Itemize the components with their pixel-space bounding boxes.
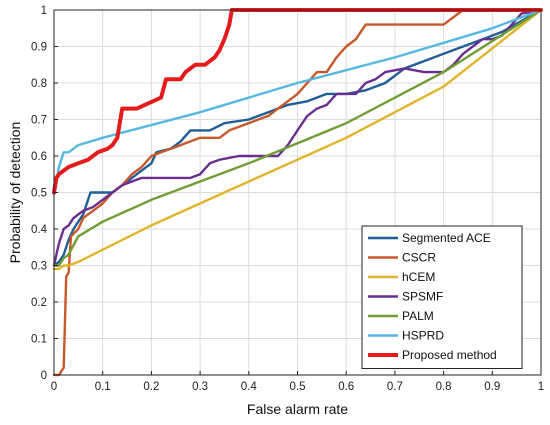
y-tick-label: 0.6 (31, 151, 47, 163)
legend-entry-label: Segmented ACE (402, 231, 491, 245)
x-tick-label: 0.1 (95, 381, 111, 393)
x-axis-title: False alarm rate (247, 401, 348, 417)
y-axis-title: Probability of detection (7, 122, 23, 264)
legend-entry-label: SPSMF (402, 290, 443, 304)
x-tick-label: 0.6 (338, 381, 354, 393)
y-tick-label: 0.1 (31, 334, 47, 346)
y-tick-label: 0.2 (31, 297, 47, 309)
legend-entry-label: PALM (402, 309, 434, 323)
legend: Segmented ACE CSCR hCEM SPSMF PALM HSPRD Propo… (361, 225, 523, 369)
series-line-hcem (52, 8, 543, 271)
x-tick-label: 0.2 (143, 381, 159, 393)
series-line-palm (52, 8, 543, 267)
series-line-proposed-method (52, 8, 543, 195)
y-tick-label: 0.8 (31, 78, 47, 90)
series-line-hsprd (52, 8, 543, 187)
series-line-segmented-ace (52, 8, 543, 267)
tick-layer: 0 0.1 0.2 0.3 0.4 0.5 0.6 0.7 0.8 0.9 1 0 0.1 0.2 0.3 0… (31, 5, 544, 393)
x-tick-label: 0.8 (436, 381, 452, 393)
legend-entry-label: Proposed method (402, 348, 497, 362)
x-tick-label: 0.3 (192, 381, 208, 393)
legend-entry-label: HSPRD (402, 329, 444, 343)
series-line-cscr (52, 8, 543, 377)
y-tick-label: 0.7 (31, 115, 47, 127)
y-tick-label: 0 (41, 370, 47, 382)
x-tick-label: 0 (51, 381, 57, 393)
series-layer (52, 8, 543, 377)
y-tick-label: 0.4 (31, 224, 48, 236)
y-tick-label: 1 (41, 5, 47, 17)
x-tick-label: 1 (538, 381, 544, 393)
legend-entry-label: hCEM (402, 270, 435, 284)
legend-entry-label: CSCR (402, 251, 436, 265)
x-tick-label: 0.4 (241, 381, 258, 393)
series-line-spsmf (52, 8, 543, 267)
y-tick-label: 0.9 (31, 42, 47, 54)
x-tick-label: 0.7 (387, 381, 403, 393)
y-tick-label: 0.3 (31, 261, 47, 273)
y-tick-label: 0.5 (31, 188, 47, 200)
x-tick-label: 0.9 (484, 381, 500, 393)
x-tick-label: 0.5 (290, 381, 306, 393)
